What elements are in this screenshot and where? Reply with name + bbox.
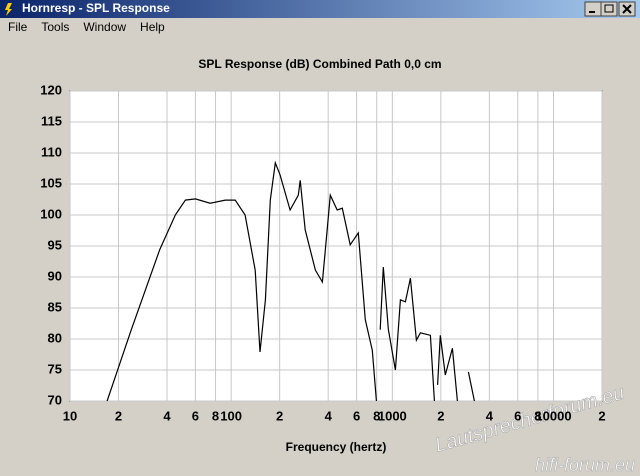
maximize-icon: [604, 4, 614, 13]
x-tick-label: 2: [437, 408, 444, 423]
x-tick-label: 4: [325, 408, 333, 423]
chart-title: SPL Response (dB) Combined Path 0,0 cm: [198, 57, 441, 71]
menu-item[interactable]: Window: [83, 20, 126, 34]
x-axis-label: Frequency (hertz): [286, 440, 387, 454]
watermark: hifi-forum.eu: [535, 455, 635, 475]
menu-item[interactable]: File: [8, 20, 28, 34]
x-tick-label: 10000: [535, 408, 571, 423]
y-tick-label: 100: [40, 206, 62, 221]
x-tick-label: 2: [276, 408, 283, 423]
window-title: Hornresp - SPL Response: [22, 1, 170, 15]
y-tick-label: 110: [41, 144, 62, 159]
menu-bar: File Tools Window Help: [8, 20, 165, 34]
y-tick-label: 70: [48, 392, 62, 407]
x-tick-label: 10: [63, 408, 77, 423]
x-tick-label: 6: [514, 408, 521, 423]
x-tick-label: 8: [212, 408, 219, 423]
spl-curve: [437, 335, 458, 402]
x-tick-label: 6: [192, 408, 199, 423]
y-tick-label: 120: [40, 82, 62, 97]
y-tick-label: 85: [48, 299, 62, 314]
y-tick-label: 95: [48, 237, 62, 252]
plot: [106, 160, 475, 402]
x-tick-label: 8: [534, 408, 541, 423]
minimize-button[interactable]: [584, 1, 602, 17]
x-tick-label: 4: [163, 408, 171, 423]
x-tick-label: 100: [220, 408, 242, 423]
maximize-button[interactable]: [600, 1, 618, 17]
spl-curve: [467, 371, 475, 402]
x-tick-label: 6: [353, 408, 360, 423]
y-tick-label: 115: [41, 113, 62, 128]
title-bar: [0, 0, 640, 18]
x-tick-label: 4: [486, 408, 494, 423]
x-tick-label: 1000: [378, 408, 407, 423]
y-tick-label: 80: [48, 330, 62, 345]
x-tick-label: 8: [373, 408, 380, 423]
menu-item[interactable]: Tools: [41, 20, 69, 34]
spl-curve: [106, 160, 377, 402]
x-tick-label: 2: [598, 408, 605, 423]
y-tick-label: 75: [48, 361, 62, 376]
window-buttons[interactable]: [584, 1, 636, 17]
x-tick-label: 2: [115, 408, 122, 423]
menu-item[interactable]: Help: [140, 20, 165, 34]
close-icon: [622, 4, 632, 14]
app-icon: [5, 3, 12, 16]
y-tick-label: 105: [40, 175, 62, 190]
grid: [69, 90, 603, 402]
spl-curve: [379, 267, 435, 402]
y-tick-label: 90: [48, 268, 62, 283]
